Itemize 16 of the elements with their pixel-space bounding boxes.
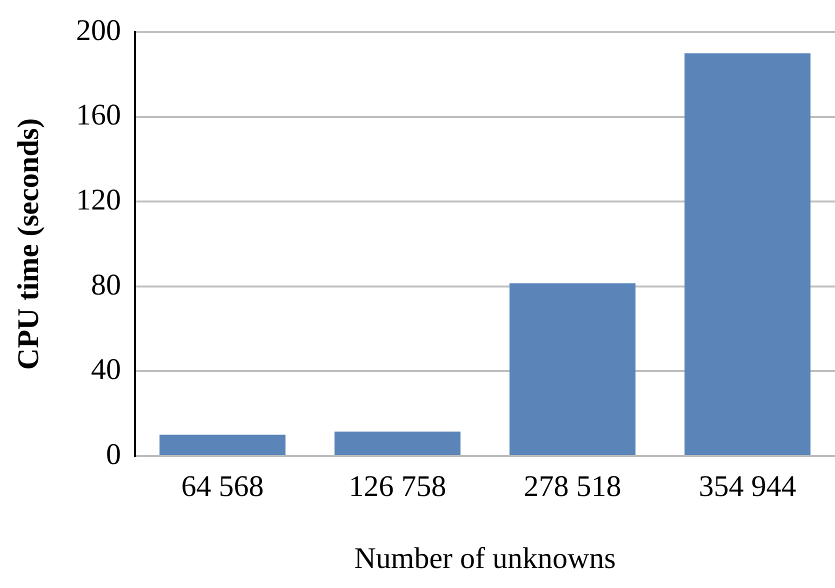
y-tick-label: 0	[106, 438, 121, 471]
bar	[684, 53, 810, 455]
x-axis-title: Number of unknowns	[354, 542, 616, 575]
x-tick-label: 354 944	[698, 470, 796, 503]
y-tick-label: 160	[76, 98, 121, 132]
y-tick-label: 120	[76, 183, 121, 216]
x-tick-label: 126 758	[348, 470, 446, 503]
bar	[334, 432, 460, 455]
bar	[160, 434, 286, 455]
y-tick-label: 40	[91, 353, 121, 386]
y-axis-title: CPU time (seconds)	[12, 118, 45, 370]
y-tick-label: 200	[76, 14, 121, 47]
bar	[510, 283, 636, 455]
x-tick-label: 64 568	[181, 470, 264, 503]
y-tick-label: 80	[91, 268, 121, 302]
x-tick-label: 278 518	[524, 470, 622, 503]
